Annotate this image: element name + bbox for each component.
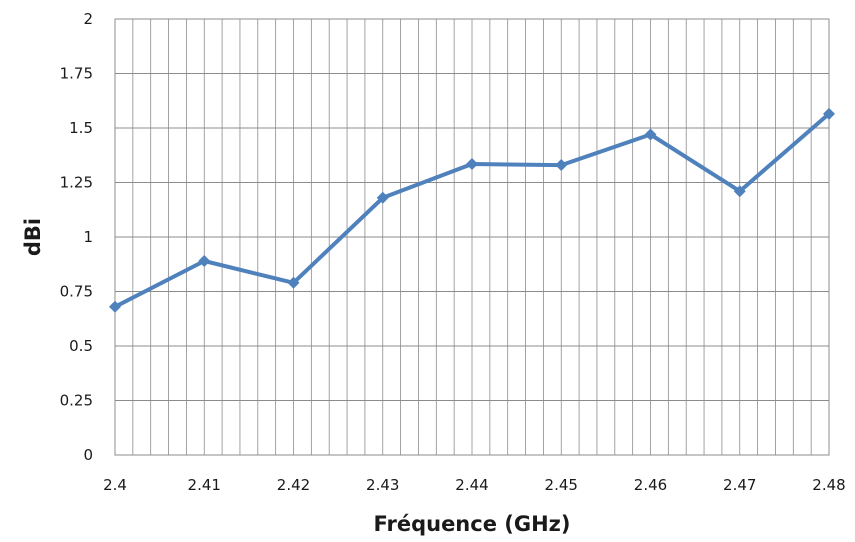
- series-layer: [109, 107, 835, 313]
- x-axis-ticks: 2.4 2.41 2.42 2.43 2.44 2.45 2.46 2.47 2.48: [103, 476, 846, 494]
- data-point-marker: [555, 159, 568, 172]
- data-point-marker: [287, 276, 300, 289]
- gridlines: [114, 18, 830, 456]
- x-tick-label: 2.45: [545, 476, 578, 494]
- y-tick-label: 0: [83, 446, 93, 464]
- x-tick-label: 2.42: [277, 476, 310, 494]
- data-point-marker: [644, 128, 657, 141]
- x-tick-label: 2.47: [723, 476, 756, 494]
- y-tick-label: 1: [83, 228, 93, 246]
- x-tick-label: 2.4: [103, 476, 127, 494]
- y-axis-ticks: 0 0.25 0.5 0.75 1 1.25 1.5 1.75 2: [60, 10, 93, 464]
- y-tick-label: 0.25: [60, 392, 93, 410]
- x-axis-title: Fréquence (GHz): [373, 512, 570, 536]
- x-tick-label: 2.46: [634, 476, 667, 494]
- data-point-marker: [466, 157, 478, 170]
- y-tick-label: 0.5: [69, 337, 93, 355]
- x-tick-label: 2.43: [366, 476, 399, 494]
- data-point-marker: [109, 300, 121, 313]
- y-tick-label: 2: [83, 10, 93, 28]
- y-tick-label: 1.75: [60, 65, 93, 83]
- plot-area: [114, 18, 830, 456]
- y-tick-label: 0.75: [60, 283, 93, 301]
- data-point-marker: [823, 107, 835, 120]
- data-point-marker: [733, 185, 746, 198]
- x-tick-label: 2.48: [812, 476, 845, 494]
- x-tick-label: 2.41: [188, 476, 221, 494]
- data-point-marker: [376, 191, 389, 204]
- y-axis-title: dBi: [21, 218, 45, 256]
- y-tick-label: 1.5: [69, 119, 93, 137]
- y-tick-label: 1.25: [60, 174, 93, 192]
- data-point-marker: [198, 254, 211, 267]
- x-tick-label: 2.44: [455, 476, 488, 494]
